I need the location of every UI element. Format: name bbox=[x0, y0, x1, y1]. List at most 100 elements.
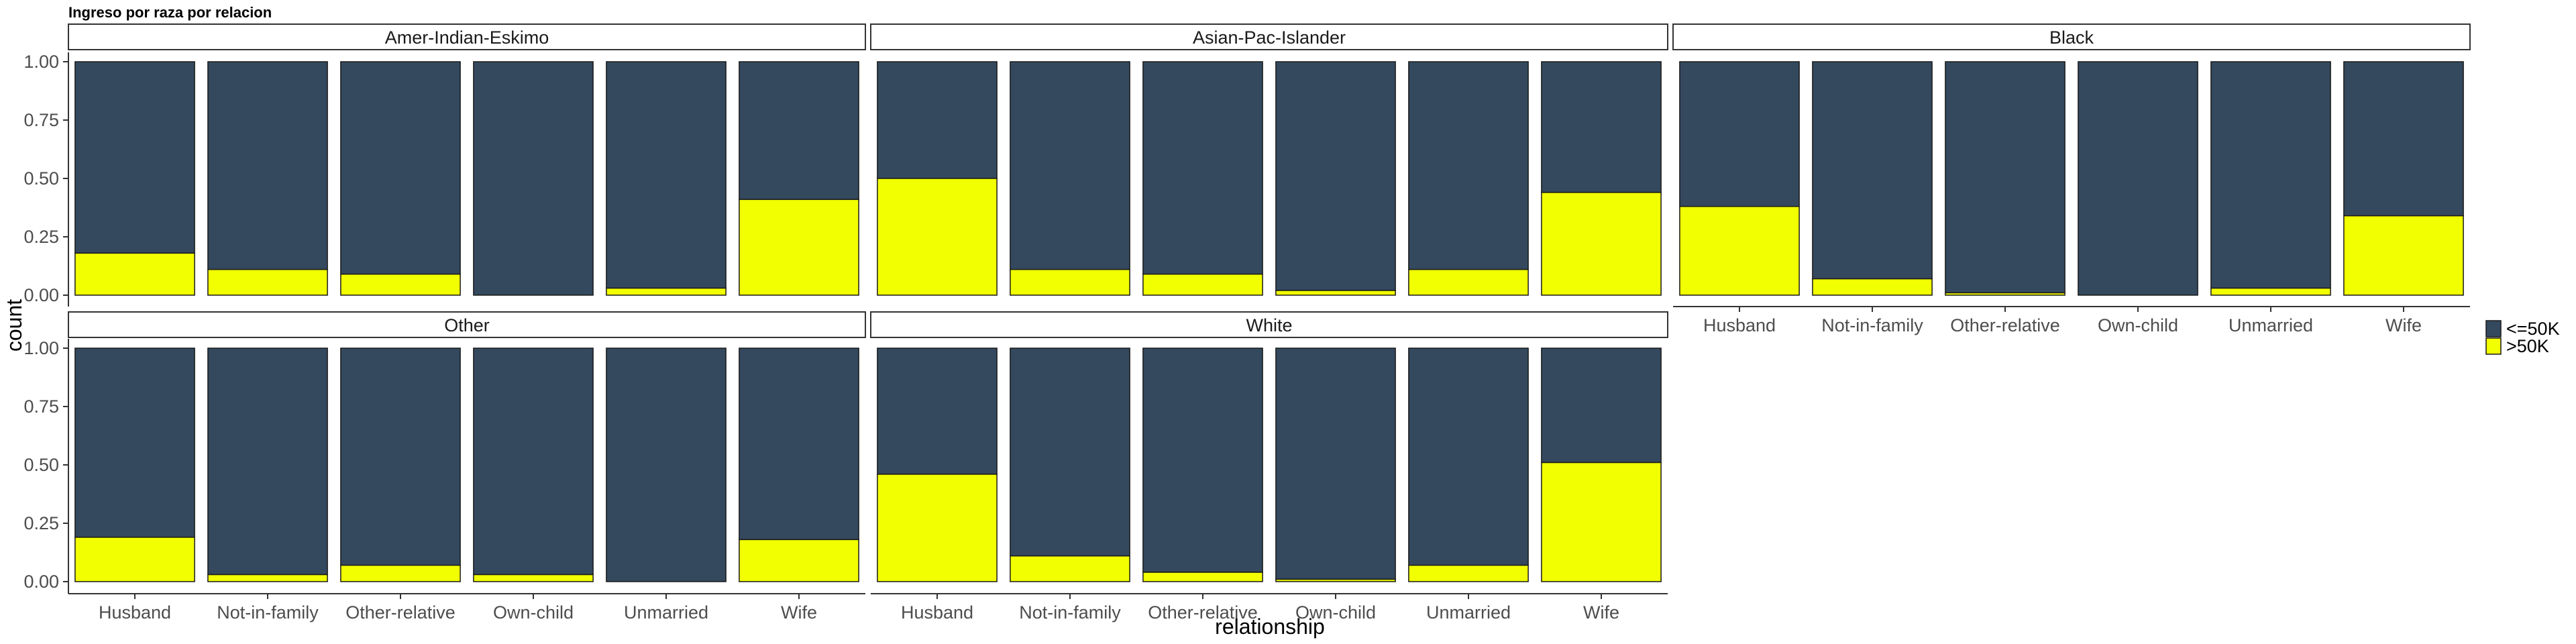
bar-segment-low bbox=[1945, 61, 2065, 294]
bar-segment-high bbox=[74, 537, 195, 582]
bar-segment-low bbox=[2078, 61, 2198, 296]
bar-segment-low bbox=[340, 61, 461, 275]
bar-segment-low bbox=[1541, 61, 1662, 193]
bar-segment-high bbox=[1010, 555, 1130, 582]
bar-segment-high bbox=[877, 178, 998, 296]
x-tick-label: Unmarried bbox=[1426, 602, 1511, 623]
legend-swatch bbox=[2485, 337, 2502, 355]
y-tick-label: 0.25 bbox=[23, 513, 59, 533]
y-tick-label: 0.50 bbox=[23, 455, 59, 475]
facet-panel-Black: Black Husband Not-in-family Other-relative O… bbox=[1672, 23, 2471, 335]
y-tick-label: 0.75 bbox=[23, 110, 59, 130]
bar-segment-high bbox=[1142, 273, 1263, 296]
x-tick-label: Not-in-family bbox=[217, 602, 319, 623]
bar-segment-high bbox=[1812, 278, 1933, 296]
x-tick-label: Not-in-family bbox=[1019, 602, 1121, 623]
bar-segment-high bbox=[1408, 564, 1529, 582]
y-tick-label: 1.00 bbox=[23, 338, 59, 358]
facet-strip bbox=[1672, 23, 2471, 50]
bar-segment-low bbox=[1679, 61, 1800, 207]
x-tick-label: Unmarried bbox=[624, 602, 708, 623]
legend: <=50K>50K bbox=[2485, 319, 2560, 356]
bar-segment-low bbox=[1541, 347, 1662, 464]
bar-segment-low bbox=[207, 347, 328, 576]
y-tick-label: 0.00 bbox=[23, 285, 59, 305]
bar-segment-high bbox=[2343, 215, 2464, 296]
x-tick-label: Other-relative bbox=[345, 602, 455, 623]
bar-segment-low bbox=[1142, 61, 1263, 275]
y-tick-label: 0.75 bbox=[23, 396, 59, 417]
bar-segment-high bbox=[1541, 462, 1662, 582]
x-tick-label: Own-child bbox=[2098, 315, 2178, 335]
x-tick-label: Wife bbox=[781, 602, 817, 623]
legend-swatch bbox=[2485, 320, 2502, 337]
x-tick-label: Own-child bbox=[1295, 602, 1376, 623]
y-tick-label: 0.00 bbox=[23, 572, 59, 592]
bar-segment-high bbox=[1541, 192, 1662, 296]
bar-segment-low bbox=[1010, 61, 1130, 270]
x-tick-label: Unmarried bbox=[2229, 315, 2313, 335]
x-tick-label: Wife bbox=[2385, 315, 2422, 335]
bar-segment-low bbox=[207, 61, 328, 270]
bar-segment-low bbox=[877, 61, 998, 179]
bar-segment-low bbox=[74, 347, 195, 538]
bar-segment-high bbox=[1408, 268, 1529, 296]
x-axis-title: relationship bbox=[1215, 614, 1325, 639]
facet-strip bbox=[870, 23, 1668, 50]
facet-strip-label: Other bbox=[444, 315, 490, 335]
bar-segment-low bbox=[606, 61, 727, 289]
bar-segment-high bbox=[606, 287, 727, 296]
bar-segment-low bbox=[340, 347, 461, 566]
bar-segment-low bbox=[1010, 347, 1130, 557]
bar-segment-high bbox=[739, 199, 859, 296]
bar-segment-low bbox=[877, 347, 998, 475]
y-tick-label: 1.00 bbox=[23, 52, 59, 72]
bar-segment-low bbox=[1408, 61, 1529, 270]
x-tick-label: Husband bbox=[1703, 315, 1776, 335]
facet-strip-label: Black bbox=[2049, 28, 2094, 48]
y-tick-label: 0.50 bbox=[23, 168, 59, 189]
bar-segment-high bbox=[340, 564, 461, 582]
bar-segment-high bbox=[74, 252, 195, 296]
bar-segment-low bbox=[1142, 347, 1263, 573]
x-tick-label: Husband bbox=[901, 602, 973, 623]
bar-segment-low bbox=[473, 61, 594, 296]
facet-panel-Amer-Indian-Eskimo: Amer-Indian-Eskimo 0.00 0.25 0.50 0.75 1.00 bbox=[23, 23, 866, 307]
bar-segment-high bbox=[473, 574, 594, 582]
x-tick-label: Wife bbox=[1583, 602, 1619, 623]
chart-title: Ingreso por raza por relacion bbox=[68, 4, 272, 21]
bar-segment-high bbox=[1275, 290, 1396, 296]
x-tick-label: Other-relative bbox=[1950, 315, 2060, 335]
bar-segment-low bbox=[74, 61, 195, 254]
bar-segment-low bbox=[739, 61, 859, 201]
facet-strip bbox=[68, 311, 866, 338]
bar-segment-high bbox=[1010, 268, 1130, 296]
facet-panels: Amer-Indian-Eskimo 0.00 0.25 0.50 0.75 1.00 As… bbox=[23, 23, 2471, 623]
bar-segment-high bbox=[1142, 572, 1263, 582]
legend-label: <=50K bbox=[2506, 319, 2560, 339]
bar-segment-low bbox=[1812, 61, 1933, 280]
facet-panel-Asian-Pac-Islander: Asian-Pac-Islander bbox=[870, 23, 1668, 296]
bar-segment-low bbox=[2343, 61, 2464, 217]
bar-segment-high bbox=[739, 539, 859, 582]
bar-segment-high bbox=[1275, 578, 1396, 582]
facet-strip-label: Asian-Pac-Islander bbox=[1193, 28, 1346, 48]
bar-segment-low bbox=[1275, 347, 1396, 580]
x-tick-label: Husband bbox=[99, 602, 171, 623]
bar-segment-high bbox=[877, 474, 998, 582]
bar-segment-low bbox=[606, 347, 727, 582]
bar-segment-high bbox=[340, 273, 461, 296]
bar-segment-low bbox=[1408, 347, 1529, 566]
y-tick-label: 0.25 bbox=[23, 227, 59, 247]
bar-segment-low bbox=[2210, 61, 2331, 289]
facet-strip bbox=[68, 23, 866, 50]
bar-segment-high bbox=[2210, 287, 2331, 296]
facet-panel-White: White Husband Not-in-family Other-relative O… bbox=[870, 311, 1668, 623]
facet-strip bbox=[870, 311, 1668, 338]
bar-segment-low bbox=[739, 347, 859, 541]
x-tick-label: Own-child bbox=[493, 602, 574, 623]
bar-segment-high bbox=[1945, 292, 2065, 296]
y-axis-title: count bbox=[2, 299, 26, 352]
facet-strip-label: White bbox=[1246, 315, 1292, 335]
